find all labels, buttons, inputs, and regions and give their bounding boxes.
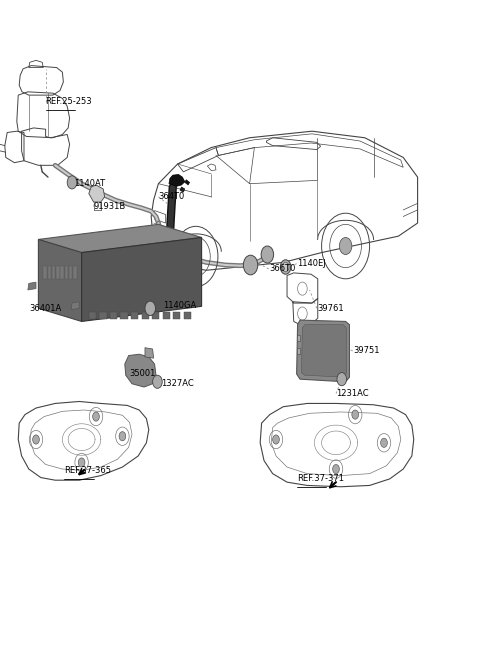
- Polygon shape: [180, 187, 185, 192]
- Text: REF.37-371: REF.37-371: [297, 474, 344, 483]
- Bar: [48, 266, 51, 279]
- Circle shape: [190, 249, 202, 264]
- Circle shape: [261, 246, 274, 263]
- Polygon shape: [301, 325, 347, 377]
- Polygon shape: [28, 282, 36, 290]
- Bar: [110, 312, 117, 319]
- Bar: [52, 266, 55, 279]
- Circle shape: [153, 375, 162, 388]
- Text: 35001: 35001: [130, 369, 156, 379]
- Text: 36401A: 36401A: [29, 304, 61, 313]
- Text: 366T0: 366T0: [269, 264, 295, 274]
- Text: 1140EJ: 1140EJ: [297, 259, 325, 268]
- Bar: [142, 312, 149, 319]
- Circle shape: [337, 373, 347, 386]
- Text: 39751: 39751: [353, 346, 379, 356]
- Circle shape: [145, 301, 156, 316]
- Text: 39761: 39761: [317, 304, 343, 313]
- Bar: [131, 312, 138, 319]
- Text: REF.37-365: REF.37-365: [64, 466, 111, 475]
- Polygon shape: [185, 180, 190, 185]
- Bar: [43, 266, 47, 279]
- Bar: [60, 266, 64, 279]
- Circle shape: [352, 410, 359, 419]
- Text: 1140AT: 1140AT: [74, 179, 106, 188]
- Bar: [152, 312, 159, 319]
- Circle shape: [280, 260, 291, 274]
- Text: REF.25-253: REF.25-253: [46, 97, 92, 106]
- Polygon shape: [38, 239, 82, 321]
- Bar: [69, 266, 72, 279]
- Circle shape: [273, 435, 279, 444]
- Text: 91931B: 91931B: [94, 202, 126, 211]
- Circle shape: [67, 176, 77, 189]
- Bar: [73, 266, 77, 279]
- Text: 1327AC: 1327AC: [161, 379, 193, 388]
- Polygon shape: [71, 302, 79, 310]
- Circle shape: [78, 458, 85, 467]
- Polygon shape: [89, 185, 105, 202]
- Bar: [184, 312, 191, 319]
- Bar: [163, 312, 170, 319]
- Polygon shape: [169, 174, 185, 186]
- Text: 1231AC: 1231AC: [336, 389, 369, 398]
- Circle shape: [33, 435, 39, 444]
- Bar: [173, 312, 180, 319]
- Bar: [56, 266, 60, 279]
- Text: 1140GA: 1140GA: [163, 300, 196, 310]
- Bar: [120, 312, 128, 319]
- Bar: [99, 312, 107, 319]
- Circle shape: [243, 255, 258, 275]
- Polygon shape: [125, 354, 156, 387]
- Polygon shape: [38, 224, 202, 253]
- Circle shape: [333, 464, 339, 474]
- Circle shape: [93, 412, 99, 421]
- Bar: [89, 312, 96, 319]
- Polygon shape: [82, 237, 202, 321]
- Bar: [297, 335, 300, 341]
- Circle shape: [282, 262, 289, 272]
- Circle shape: [381, 438, 387, 447]
- Bar: [297, 348, 300, 354]
- Polygon shape: [145, 348, 154, 358]
- Polygon shape: [297, 320, 349, 382]
- Text: 364T0: 364T0: [158, 192, 185, 201]
- Bar: [65, 266, 68, 279]
- Circle shape: [339, 237, 352, 255]
- Circle shape: [119, 432, 126, 441]
